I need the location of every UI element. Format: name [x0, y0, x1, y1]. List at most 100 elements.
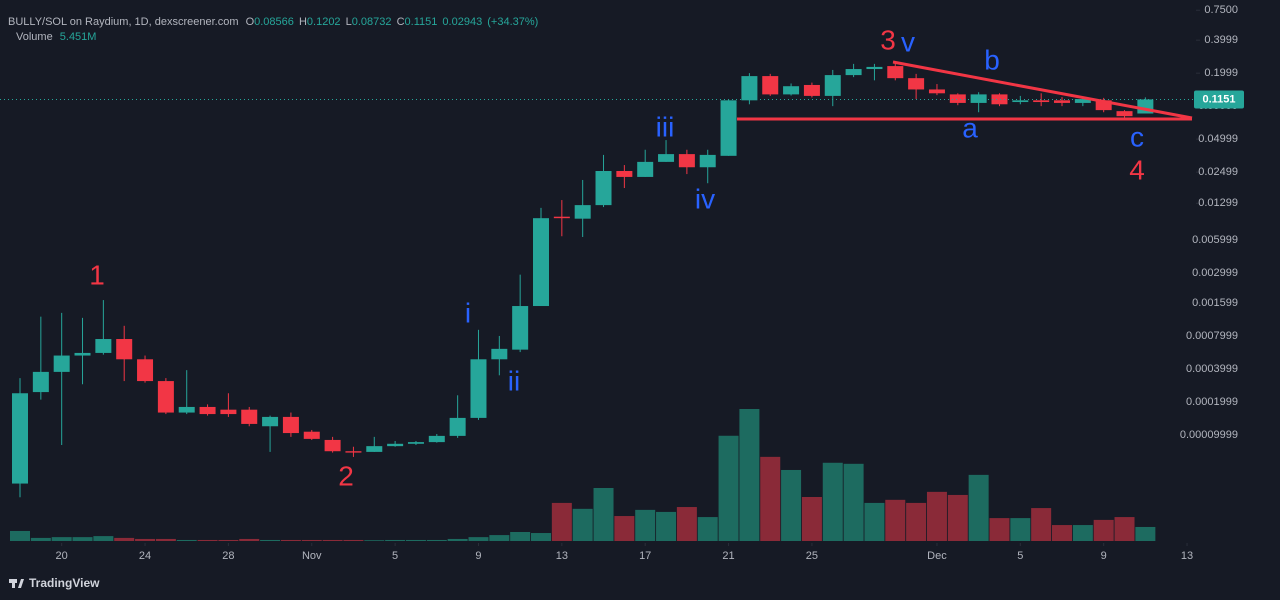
wave-label: 2 — [338, 460, 354, 491]
volume-bar — [114, 537, 135, 541]
candle-body — [199, 406, 216, 415]
candle-body — [116, 339, 133, 360]
volume-bar — [551, 502, 572, 541]
volume-bar — [93, 536, 114, 541]
y-tick-label: 0.04999 — [1198, 133, 1238, 145]
candle-body — [803, 84, 820, 96]
price-pane — [0, 61, 1195, 498]
y-tick-label: 0.01299 — [1198, 197, 1238, 209]
volume-bar — [1031, 508, 1052, 541]
candle-body — [491, 348, 508, 360]
candle-body — [991, 94, 1008, 105]
candle-body — [637, 161, 654, 177]
candle-body — [595, 170, 612, 206]
candle-body — [845, 69, 862, 76]
candle-body — [678, 154, 695, 168]
volume-bar — [447, 538, 468, 541]
wave-label: 3 — [880, 24, 896, 55]
volume-bar — [51, 537, 72, 541]
price-axis: 0.75000.39990.19990.099990.049990.024990… — [56, 4, 1244, 562]
volume-bar — [864, 502, 885, 541]
candle-body — [762, 76, 779, 95]
candle-body — [574, 205, 591, 219]
candle-body — [178, 406, 195, 413]
volume-bar — [510, 531, 531, 541]
candle-body — [1033, 100, 1050, 103]
y-tick-label: 0.0003999 — [1186, 363, 1238, 375]
candle-body — [741, 76, 758, 101]
volume-bar — [343, 539, 364, 541]
candle-body — [1095, 100, 1112, 111]
volume-bar — [947, 494, 968, 541]
volume-bar — [72, 537, 93, 541]
wave-label: a — [962, 112, 978, 143]
volume-bar — [218, 539, 239, 541]
y-tick-label: 0.3999 — [1204, 34, 1238, 46]
volume-bar — [197, 539, 218, 541]
candle-body — [553, 216, 570, 219]
x-tick-label: 5 — [392, 550, 398, 562]
volume-bar — [1093, 519, 1114, 541]
candle-body — [282, 416, 299, 434]
volume-bar — [676, 507, 697, 541]
wave-label: 1 — [89, 259, 105, 290]
y-tick-label: 0.00009999 — [1180, 429, 1238, 441]
candle-body — [533, 218, 549, 307]
x-tick-label: 9 — [1101, 550, 1107, 562]
candle-body — [32, 371, 49, 393]
volume-bar — [135, 538, 156, 541]
candle-body — [699, 154, 716, 168]
volume-bar — [176, 539, 197, 541]
candle-body — [658, 154, 675, 162]
wave-label: i — [465, 297, 471, 328]
ohlc-value: 0.08732 — [352, 16, 392, 28]
candle-body — [345, 451, 362, 453]
ohlc-value: 0.1151 — [405, 16, 438, 28]
volume-bar — [656, 511, 677, 541]
volume-legend: Volume 5.451M — [16, 31, 96, 43]
ohlc-key: C — [397, 16, 405, 28]
candle-body — [137, 359, 154, 382]
wave-label: c — [1130, 121, 1144, 152]
candle-body — [449, 417, 466, 436]
volume-bar — [801, 497, 822, 541]
volume-bar — [260, 539, 281, 541]
volume-bar — [718, 435, 739, 541]
volume-bar — [155, 538, 176, 541]
volume-bar — [322, 539, 343, 541]
x-tick-label: 13 — [1181, 550, 1193, 562]
wave-label: 4 — [1129, 154, 1145, 185]
candle-body — [407, 442, 424, 444]
y-tick-label: 0.1999 — [1204, 67, 1238, 79]
volume-bar — [301, 539, 322, 541]
volume-bar — [781, 469, 802, 541]
volume-bar — [697, 517, 718, 541]
x-tick-label: 5 — [1017, 550, 1023, 562]
volume-bar — [760, 456, 781, 541]
volume-name: Volume — [16, 31, 53, 43]
volume-bar — [906, 502, 927, 541]
x-tick-label: 20 — [56, 550, 68, 562]
candle-body — [324, 439, 341, 452]
volume-bar — [468, 537, 489, 541]
candle-body — [1074, 99, 1091, 103]
ohlc-key: L — [346, 16, 352, 28]
y-tick-label: 0.005999 — [1192, 234, 1238, 246]
candle-body — [887, 66, 904, 79]
volume-bar — [30, 537, 51, 541]
volume-bar — [885, 499, 906, 541]
ohlc-key: H — [299, 16, 307, 28]
x-tick-label: 9 — [475, 550, 481, 562]
volume-bar — [822, 462, 843, 541]
y-tick-label: 0.7500 — [1204, 4, 1238, 16]
price-tag — [1194, 90, 1244, 109]
candle-body — [824, 75, 841, 96]
candle-body — [928, 89, 945, 94]
brand: TradingView — [29, 576, 100, 590]
candle-body — [95, 339, 112, 353]
change-pct: (+34.37%) — [487, 16, 538, 28]
